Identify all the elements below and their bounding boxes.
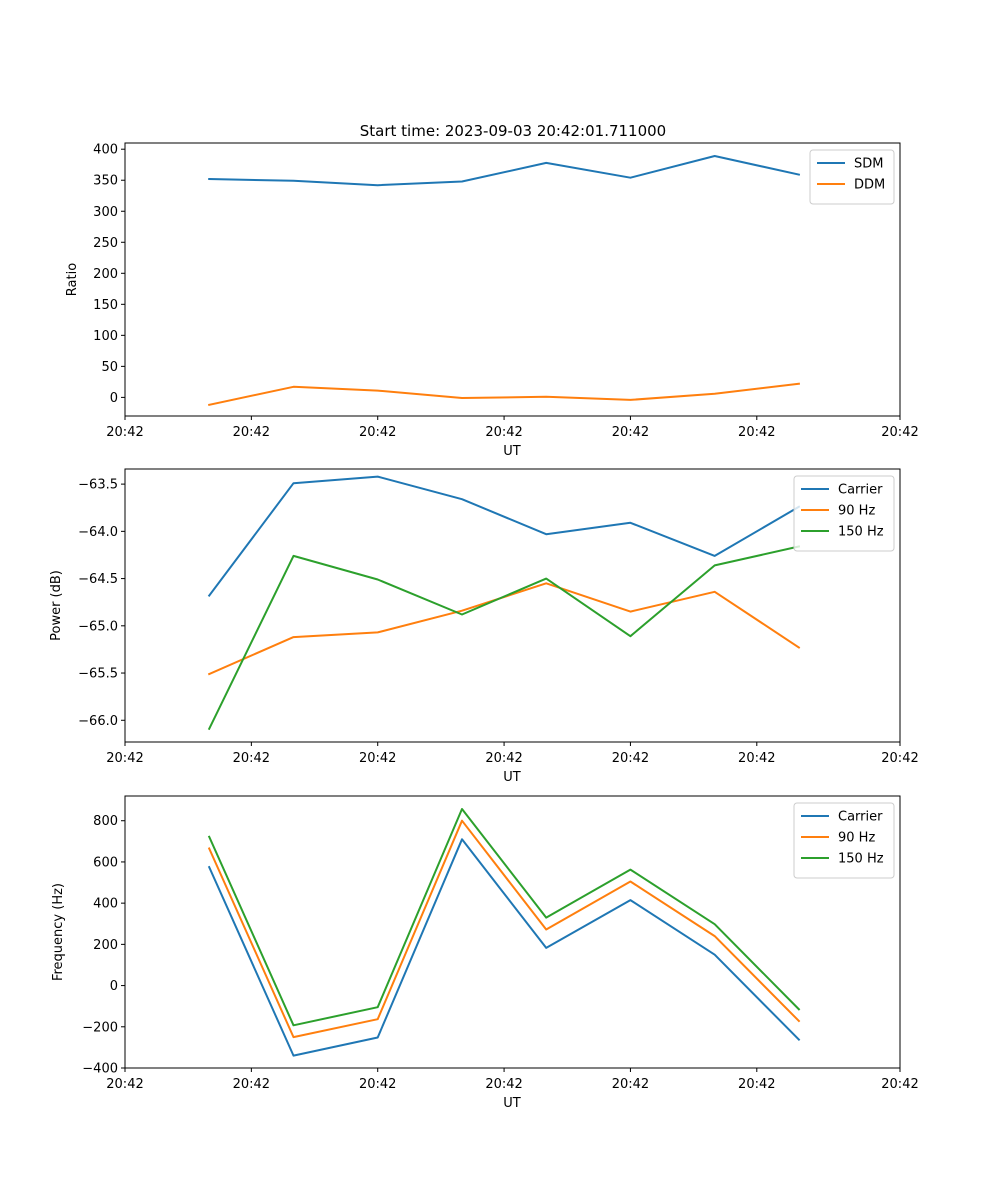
x-axis-label: UT — [503, 1096, 521, 1111]
series-line-carrier — [207, 475, 801, 597]
series-line-90-hz — [207, 819, 801, 1039]
x-tick-label: 20:42 — [359, 751, 396, 766]
y-tick-label: −64.5 — [78, 572, 118, 587]
y-axis-label: Power (dB) — [49, 570, 64, 641]
x-axis-label: UT — [503, 444, 521, 459]
y-tick-label: 100 — [93, 329, 118, 344]
x-tick-label: 20:42 — [106, 751, 143, 766]
chart-title: Start time: 2023-09-03 20:42:01.711000 — [360, 122, 666, 140]
x-tick-label: 20:42 — [881, 1077, 918, 1092]
legend-label: Carrier — [838, 810, 883, 825]
y-tick-label: 350 — [93, 174, 118, 189]
legend-label: 150 Hz — [838, 852, 884, 867]
series-line-carrier — [207, 838, 801, 1057]
y-tick-label: −66.0 — [78, 714, 118, 729]
y-tick-label: 150 — [93, 298, 118, 313]
series-line-ddm — [208, 382, 801, 406]
chart-panel-3: −400 −200 0 200 400 600 800 20:42 20:42 20:42 20:4… — [51, 795, 919, 1111]
y-axis-label: Ratio — [65, 263, 80, 296]
y-tick-label: −200 — [82, 1020, 118, 1035]
chart-panel-2: −66.0 −65.5 −65.0 −64.5 −64.0 −63.5 20:42 20:42… — [49, 468, 919, 785]
y-tick-label: −65.5 — [78, 667, 118, 682]
x-tick-label: 20:42 — [738, 751, 775, 766]
plot-frame — [124, 795, 901, 1069]
y-tick-label: 300 — [93, 205, 118, 220]
y-tick-label: −400 — [82, 1062, 118, 1077]
legend-box — [793, 802, 895, 879]
legend-box — [793, 475, 895, 552]
y-tick-label: 250 — [93, 236, 118, 251]
legend-label: 90 Hz — [838, 504, 875, 519]
y-tick-label: −63.5 — [78, 478, 118, 493]
x-tick-label: 20:42 — [881, 425, 918, 440]
legend: Carrier 90 Hz 150 Hz — [793, 802, 895, 879]
x-tick-label: 20:42 — [612, 425, 649, 440]
chart-panel-1: 0 50 100 150 200 250 300 350 400 20:42 20:42 20:42 2… — [65, 142, 919, 459]
y-tick-label: 400 — [93, 143, 118, 158]
y-axis-label: Frequency (Hz) — [51, 883, 66, 981]
legend-label: 150 Hz — [838, 525, 884, 540]
plot-frame — [124, 142, 901, 417]
x-tick-label: 20:42 — [106, 1077, 143, 1092]
legend-label: Carrier — [838, 483, 883, 498]
x-tick-label: 20:42 — [738, 425, 775, 440]
x-tick-label: 20:42 — [612, 1077, 649, 1092]
y-tick-label: 200 — [93, 267, 118, 282]
y-tick-label: 400 — [93, 897, 118, 912]
x-tick-label: 20:42 — [233, 751, 270, 766]
legend: Carrier 90 Hz 150 Hz — [793, 475, 895, 552]
x-tick-label: 20:42 — [359, 1077, 396, 1092]
x-tick-label: 20:42 — [485, 1077, 522, 1092]
y-tick-label: 50 — [101, 360, 118, 375]
y-tick-label: 0 — [110, 979, 118, 994]
series-line-150-hz — [207, 545, 801, 731]
series-line-150-hz — [207, 808, 801, 1027]
x-tick-label: 20:42 — [233, 1077, 270, 1092]
legend-label: SDM — [854, 157, 883, 172]
legend-label: DDM — [854, 178, 885, 193]
x-tick-label: 20:42 — [485, 751, 522, 766]
x-tick-label: 20:42 — [881, 751, 918, 766]
y-tick-label: 200 — [93, 938, 118, 953]
legend-label: 90 Hz — [838, 831, 875, 846]
plot-frame — [124, 468, 901, 743]
x-tick-label: 20:42 — [233, 425, 270, 440]
x-tick-label: 20:42 — [359, 425, 396, 440]
x-axis-label: UT — [503, 770, 521, 785]
y-tick-label: −64.0 — [78, 525, 118, 540]
series-line-sdm — [208, 155, 801, 187]
y-tick-label: −65.0 — [78, 619, 118, 634]
x-tick-label: 20:42 — [612, 751, 649, 766]
x-tick-label: 20:42 — [738, 1077, 775, 1092]
legend: SDM DDM — [809, 149, 895, 205]
x-tick-label: 20:42 — [485, 425, 522, 440]
y-tick-label: 600 — [93, 855, 118, 870]
y-tick-label: 800 — [93, 814, 118, 829]
y-tick-label: 0 — [110, 391, 118, 406]
chart-panels: 0 50 100 150 200 250 300 350 400 20:42 20:42 20:42 2… — [49, 142, 919, 1111]
x-tick-label: 20:42 — [106, 425, 143, 440]
